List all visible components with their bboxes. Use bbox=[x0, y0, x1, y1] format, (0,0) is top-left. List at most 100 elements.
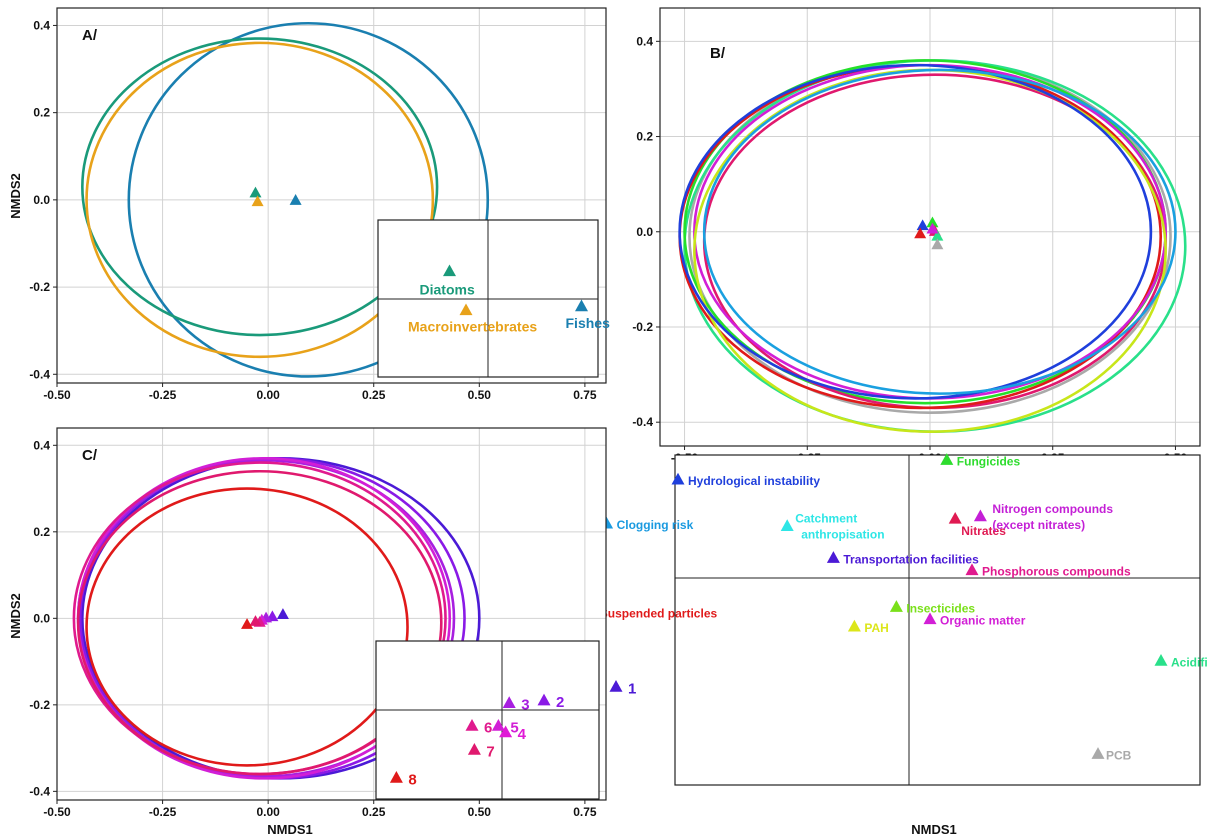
inset-marker bbox=[459, 303, 473, 316]
inset-label: 1 bbox=[628, 680, 636, 697]
x-tick-label: 0.75 bbox=[573, 805, 597, 819]
inset-marker bbox=[965, 563, 979, 576]
inset-label: Organic matter bbox=[940, 614, 1026, 628]
inset-label: Fishes bbox=[566, 315, 611, 331]
inset-marker bbox=[575, 299, 588, 312]
y-axis-label: NMDS2 bbox=[8, 593, 23, 639]
inset-marker bbox=[948, 511, 962, 524]
x-axis-label: NMDS1 bbox=[911, 822, 957, 837]
ellipses bbox=[678, 59, 1187, 434]
point-marker bbox=[916, 219, 929, 231]
x-tick-label: -0.50 bbox=[43, 805, 71, 819]
x-tick-label: 0.25 bbox=[362, 388, 386, 402]
y-tick-label: 0.2 bbox=[33, 525, 50, 539]
ellipse bbox=[702, 68, 1177, 395]
inset-label: 2 bbox=[556, 694, 564, 711]
inset-label: PCB bbox=[1106, 748, 1132, 762]
inset-label-line2: anthropisation bbox=[801, 528, 884, 542]
inset-frame bbox=[375, 640, 600, 800]
ellipse bbox=[76, 469, 443, 776]
point-marker bbox=[249, 186, 262, 198]
inset-label: PAH bbox=[864, 621, 888, 635]
inset-marker bbox=[889, 600, 903, 612]
inset-label: 4 bbox=[518, 726, 527, 743]
ellipses bbox=[72, 456, 481, 780]
x-tick-label: 0.75 bbox=[573, 388, 597, 402]
inset-marker bbox=[491, 718, 505, 731]
plot-frame bbox=[659, 7, 1201, 447]
inset-label: Catchment bbox=[795, 512, 857, 526]
y-tick-label: 0.2 bbox=[33, 106, 50, 120]
inset-marker bbox=[973, 509, 987, 522]
inset-c: 1 2 3 6 54 7 8 bbox=[375, 640, 636, 800]
inset-frame bbox=[674, 454, 1201, 786]
point-marker bbox=[251, 195, 264, 207]
y-tick-label: -0.2 bbox=[29, 698, 50, 712]
panel-label: C/ bbox=[82, 447, 98, 464]
x-tick-label: -0.25 bbox=[149, 388, 177, 402]
y-tick-label: -0.2 bbox=[29, 280, 50, 294]
ellipse bbox=[81, 37, 439, 337]
inset-label: 5 bbox=[510, 719, 518, 736]
inset-b: Fungicides Hydrological instability Cloggi… bbox=[583, 453, 1208, 786]
points bbox=[914, 216, 944, 250]
x-tick-label: 0.25 bbox=[362, 805, 386, 819]
y-axis-label: NMDS2 bbox=[8, 173, 23, 219]
ellipses bbox=[81, 21, 490, 378]
point-marker bbox=[931, 229, 944, 241]
inset-marker bbox=[465, 718, 479, 731]
panel-a: -0.50 -0.25 0.00 0.25 0.50 0.75 -0.4 -0.2 0.0 0.2… bbox=[8, 7, 611, 402]
y-tick-label: 0.0 bbox=[33, 611, 50, 625]
y-tick-label: 0.2 bbox=[636, 130, 653, 144]
inset-marker bbox=[443, 264, 456, 277]
x-tick-label: 0.50 bbox=[468, 388, 492, 402]
plot-frame bbox=[56, 7, 607, 384]
inset-label: Diatoms bbox=[420, 282, 475, 298]
inset-marker bbox=[502, 696, 516, 708]
inset-label: 8 bbox=[408, 771, 416, 788]
panel-b: -0.50-0.250.000.250.50-0.4-0.20.00.20.4B… bbox=[583, 7, 1208, 837]
point-marker bbox=[931, 238, 944, 250]
point-marker bbox=[926, 222, 939, 234]
inset-label: Phosphorous compounds bbox=[982, 565, 1131, 579]
inset-label: Nitrates bbox=[961, 524, 1006, 538]
x-tick-label: -0.50 bbox=[43, 388, 71, 402]
point-marker bbox=[926, 216, 939, 228]
y-tick-label: 0.4 bbox=[33, 438, 50, 452]
x-tick-label: -0.25 bbox=[149, 805, 177, 819]
inset-marker bbox=[671, 472, 685, 485]
y-tick-label: -0.2 bbox=[632, 320, 653, 334]
inset-label: Suspended particles bbox=[600, 606, 718, 620]
inset-label: Insecticides bbox=[906, 601, 975, 615]
inset-marker bbox=[923, 612, 937, 625]
y-tick-label: -0.4 bbox=[29, 784, 50, 798]
x-tick-label: 0.50 bbox=[468, 805, 492, 819]
point-marker bbox=[914, 227, 927, 239]
x-axis-label: NMDS1 bbox=[267, 822, 313, 837]
inset-label: Acidification bbox=[1171, 655, 1208, 669]
inset-marker bbox=[1091, 747, 1105, 759]
inset-marker bbox=[847, 619, 861, 632]
inset-label: Nitrogen compounds bbox=[992, 502, 1113, 516]
inset-label: Fungicides bbox=[957, 454, 1021, 468]
inset-label-line2: (except nitrates) bbox=[992, 518, 1085, 532]
y-tick-label: 0.0 bbox=[636, 225, 653, 239]
inset-marker bbox=[537, 693, 551, 706]
points bbox=[241, 608, 289, 629]
inset-marker bbox=[467, 743, 481, 755]
inset-marker bbox=[609, 679, 623, 692]
y-tick-label: -0.4 bbox=[29, 367, 50, 381]
inset-label: 6 bbox=[484, 719, 492, 736]
inset-marker bbox=[940, 453, 954, 465]
y-tick-label: -0.4 bbox=[632, 415, 653, 429]
ellipse bbox=[85, 41, 435, 359]
x-tick-label: 0.00 bbox=[256, 388, 280, 402]
point-marker bbox=[249, 615, 262, 626]
x-tick-label: 0.00 bbox=[256, 805, 280, 819]
inset-label: Clogging risk bbox=[617, 518, 694, 532]
inset-marker bbox=[389, 770, 403, 783]
points bbox=[249, 186, 302, 207]
point-marker bbox=[289, 194, 302, 205]
inset-marker bbox=[826, 551, 840, 563]
